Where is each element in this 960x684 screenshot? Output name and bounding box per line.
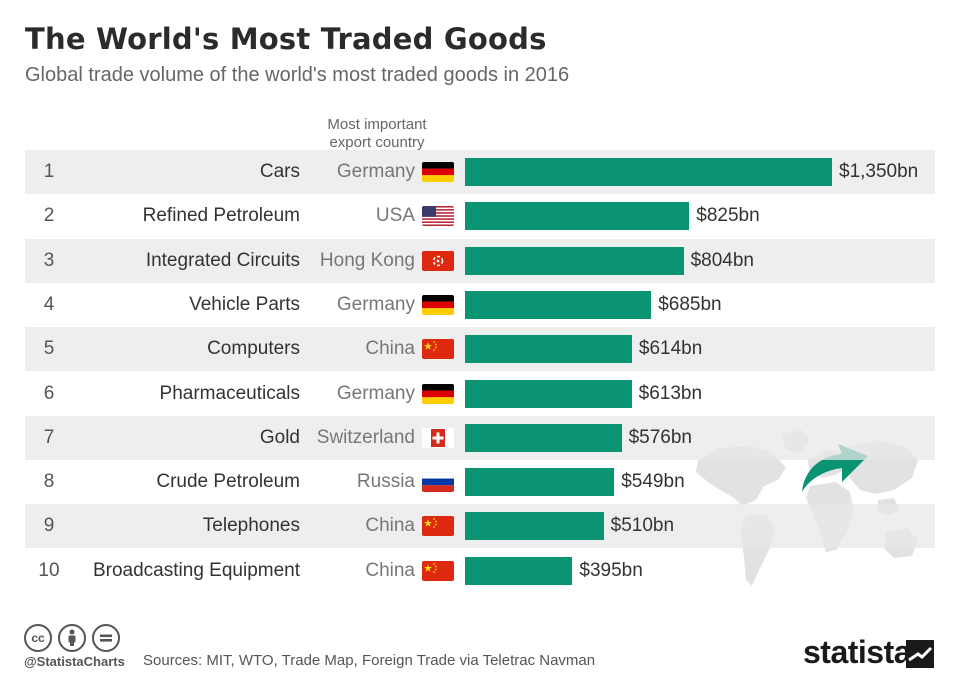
cc-icon: cc xyxy=(24,624,52,652)
value-label: $614bn xyxy=(638,338,703,360)
category-label: Refined Petroleum xyxy=(142,205,300,227)
bar xyxy=(465,379,632,408)
rank-label: 3 xyxy=(43,249,55,271)
bar xyxy=(465,290,652,319)
value-label: $1,350bn xyxy=(839,161,919,182)
rank-label: 10 xyxy=(38,559,60,581)
sources-note: Sources: MIT, WTO, Trade Map, Foreign Tr… xyxy=(143,652,596,669)
value-label: $510bn xyxy=(610,515,675,537)
value-label: $576bn xyxy=(628,426,692,448)
rank-label: 8 xyxy=(43,471,55,493)
export-country-label: Germany xyxy=(336,293,415,315)
germany-flag-icon xyxy=(422,294,454,315)
export-country-label: China xyxy=(365,515,415,537)
export-country-header: Most important export country xyxy=(300,116,454,152)
statista-brand: statista xyxy=(803,634,912,670)
category-label: Vehicle Parts xyxy=(189,293,300,315)
export-country-header-line-1: Most important xyxy=(327,116,427,133)
category-label: Integrated Circuits xyxy=(145,249,300,271)
rank-label: 9 xyxy=(43,515,55,537)
chart-title: The World's Most Traded Goods xyxy=(25,22,547,56)
chart-row: 3 Integrated Circuits Hong Kong $804bn xyxy=(25,238,935,283)
export-country-label: China xyxy=(365,559,415,581)
chart-row: 1 Cars Germany $1,350bn xyxy=(25,150,935,194)
statista-logo-icon xyxy=(906,640,934,668)
rank-label: 4 xyxy=(43,293,55,315)
bar xyxy=(465,246,684,275)
export-country-label: Switzerland xyxy=(316,426,415,448)
chart-row: 9 Telephones China $510bn xyxy=(25,504,935,549)
chart-row: 7 Gold Switzerland $576bn xyxy=(25,415,935,460)
china-flag-icon xyxy=(422,560,454,581)
export-country-label: China xyxy=(365,338,415,360)
category-label: Pharmaceuticals xyxy=(159,382,300,404)
category-label: Cars xyxy=(259,161,300,182)
value-label: $613bn xyxy=(638,382,703,404)
bar xyxy=(465,202,690,231)
category-label: Gold xyxy=(259,426,300,448)
bar xyxy=(465,158,832,186)
germany-flag-icon xyxy=(422,162,454,182)
rank-label: 6 xyxy=(43,382,55,404)
usa-flag-icon xyxy=(422,206,454,227)
chart-row: 2 Refined Petroleum USA $825bn xyxy=(25,194,935,238)
chart-row: 5 Computers China $614bn xyxy=(25,327,935,372)
chart-row: 10 Broadcasting Equipment China $395bn xyxy=(25,549,935,593)
export-country-label: Russia xyxy=(356,471,415,493)
category-label: Crude Petroleum xyxy=(156,471,300,493)
export-country-header-line-2: export country xyxy=(329,134,425,151)
rank-label: 7 xyxy=(43,426,55,448)
bar xyxy=(465,423,622,452)
value-label: $825bn xyxy=(696,205,760,227)
attribution-icon xyxy=(58,624,86,652)
chart-row: 8 Crude Petroleum Russia $549bn xyxy=(25,460,935,504)
export-country-label: Hong Kong xyxy=(319,249,415,271)
category-label: Telephones xyxy=(202,515,300,537)
value-label: $804bn xyxy=(690,249,754,271)
export-country-label: Germany xyxy=(336,382,415,404)
hong-kong-flag-icon xyxy=(422,250,454,271)
license-icons: cc xyxy=(24,624,126,652)
bar xyxy=(465,556,573,585)
category-label: Computers xyxy=(207,338,300,360)
no-derivatives-icon xyxy=(92,624,120,652)
value-label: $549bn xyxy=(621,471,685,493)
bar xyxy=(465,335,632,364)
value-label: $685bn xyxy=(658,293,722,315)
export-country-label: USA xyxy=(375,205,415,227)
chart-row: 4 Vehicle Parts Germany $685bn xyxy=(25,283,935,327)
export-country-label: Germany xyxy=(336,161,415,182)
category-label: Broadcasting Equipment xyxy=(92,559,300,581)
rank-label: 5 xyxy=(43,338,55,360)
china-flag-icon xyxy=(422,339,454,360)
value-label: $395bn xyxy=(579,559,643,581)
chart-row: 6 Pharmaceuticals Germany $613bn xyxy=(25,372,935,416)
rank-label: 1 xyxy=(43,161,55,182)
china-flag-icon xyxy=(422,516,454,537)
chart-subtitle: Global trade volume of the world's most … xyxy=(25,64,570,86)
rank-label: 2 xyxy=(43,205,55,227)
switzerland-flag-icon xyxy=(422,427,454,448)
bar xyxy=(465,468,615,497)
russia-flag-icon xyxy=(422,472,454,493)
bar xyxy=(465,512,604,541)
germany-flag-icon xyxy=(422,383,454,404)
statista-handle: @StatistaCharts xyxy=(24,654,125,669)
